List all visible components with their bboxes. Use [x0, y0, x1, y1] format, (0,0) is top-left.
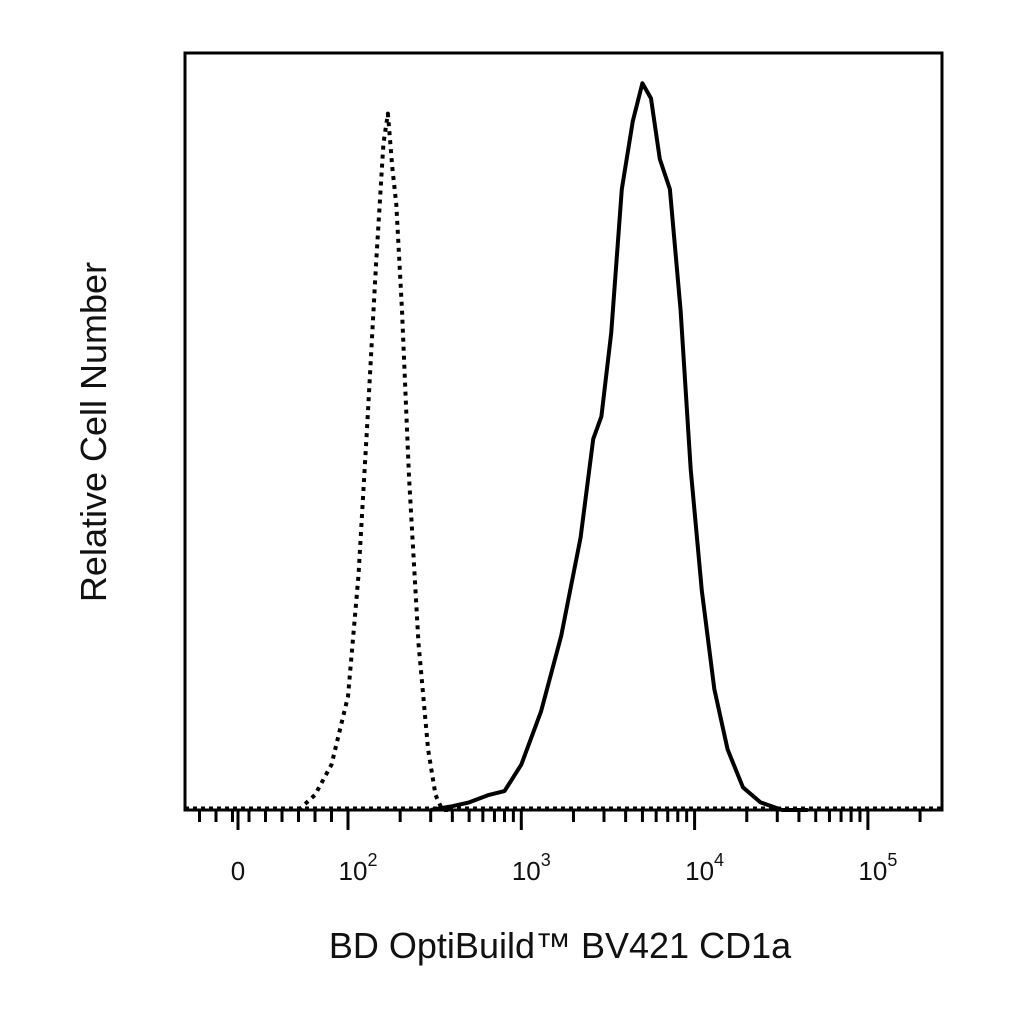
x-tick-label: 102	[339, 850, 378, 886]
x-axis-ticks	[198, 810, 922, 830]
series-line-solid	[430, 81, 808, 812]
x-tick-label: 105	[858, 850, 897, 886]
x-tick-labels: 0 102 103 104 105	[231, 850, 898, 886]
x-tick-label: 103	[512, 850, 551, 886]
plot-frame	[183, 51, 944, 812]
x-tick-label: 104	[685, 850, 724, 886]
x-axis-title: BD OptiBuild™ BV421 CD1a	[329, 925, 792, 966]
y-axis-title: Relative Cell Number	[73, 262, 114, 602]
series-layer	[185, 81, 942, 812]
x-tick-label: 0	[231, 856, 245, 886]
series-line-dotted	[297, 111, 453, 812]
